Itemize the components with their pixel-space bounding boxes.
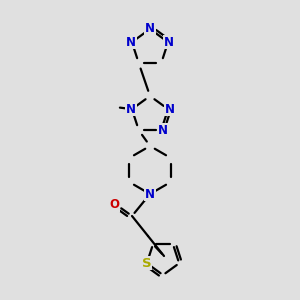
Text: N: N — [126, 103, 136, 116]
Text: S: S — [142, 257, 152, 270]
Text: N: N — [145, 188, 155, 200]
Text: N: N — [164, 36, 174, 49]
Text: N: N — [165, 103, 175, 116]
Text: O: O — [109, 199, 119, 212]
Text: N: N — [158, 124, 168, 137]
Text: N: N — [145, 22, 155, 35]
Text: N: N — [126, 36, 136, 49]
